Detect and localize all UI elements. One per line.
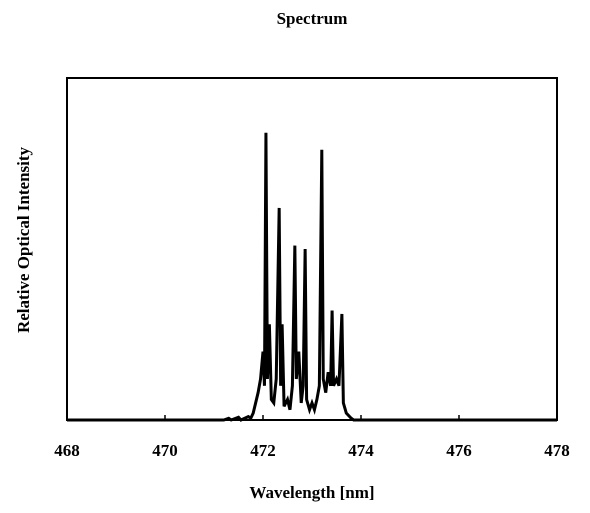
x-tick-label: 470 bbox=[152, 441, 178, 460]
y-axis-label: Relative Optical Intensity bbox=[14, 146, 33, 333]
spectrum-line bbox=[67, 132, 557, 422]
x-tick-label: 478 bbox=[544, 441, 570, 460]
x-tick-label: 472 bbox=[250, 441, 276, 460]
x-tick-label: 476 bbox=[446, 441, 472, 460]
x-tick-label: 474 bbox=[348, 441, 374, 460]
x-axis-label: Wavelength [nm] bbox=[249, 483, 374, 502]
x-tick-label: 468 bbox=[54, 441, 80, 460]
plot-frame bbox=[66, 77, 558, 421]
chart-title: Spectrum bbox=[277, 9, 348, 28]
